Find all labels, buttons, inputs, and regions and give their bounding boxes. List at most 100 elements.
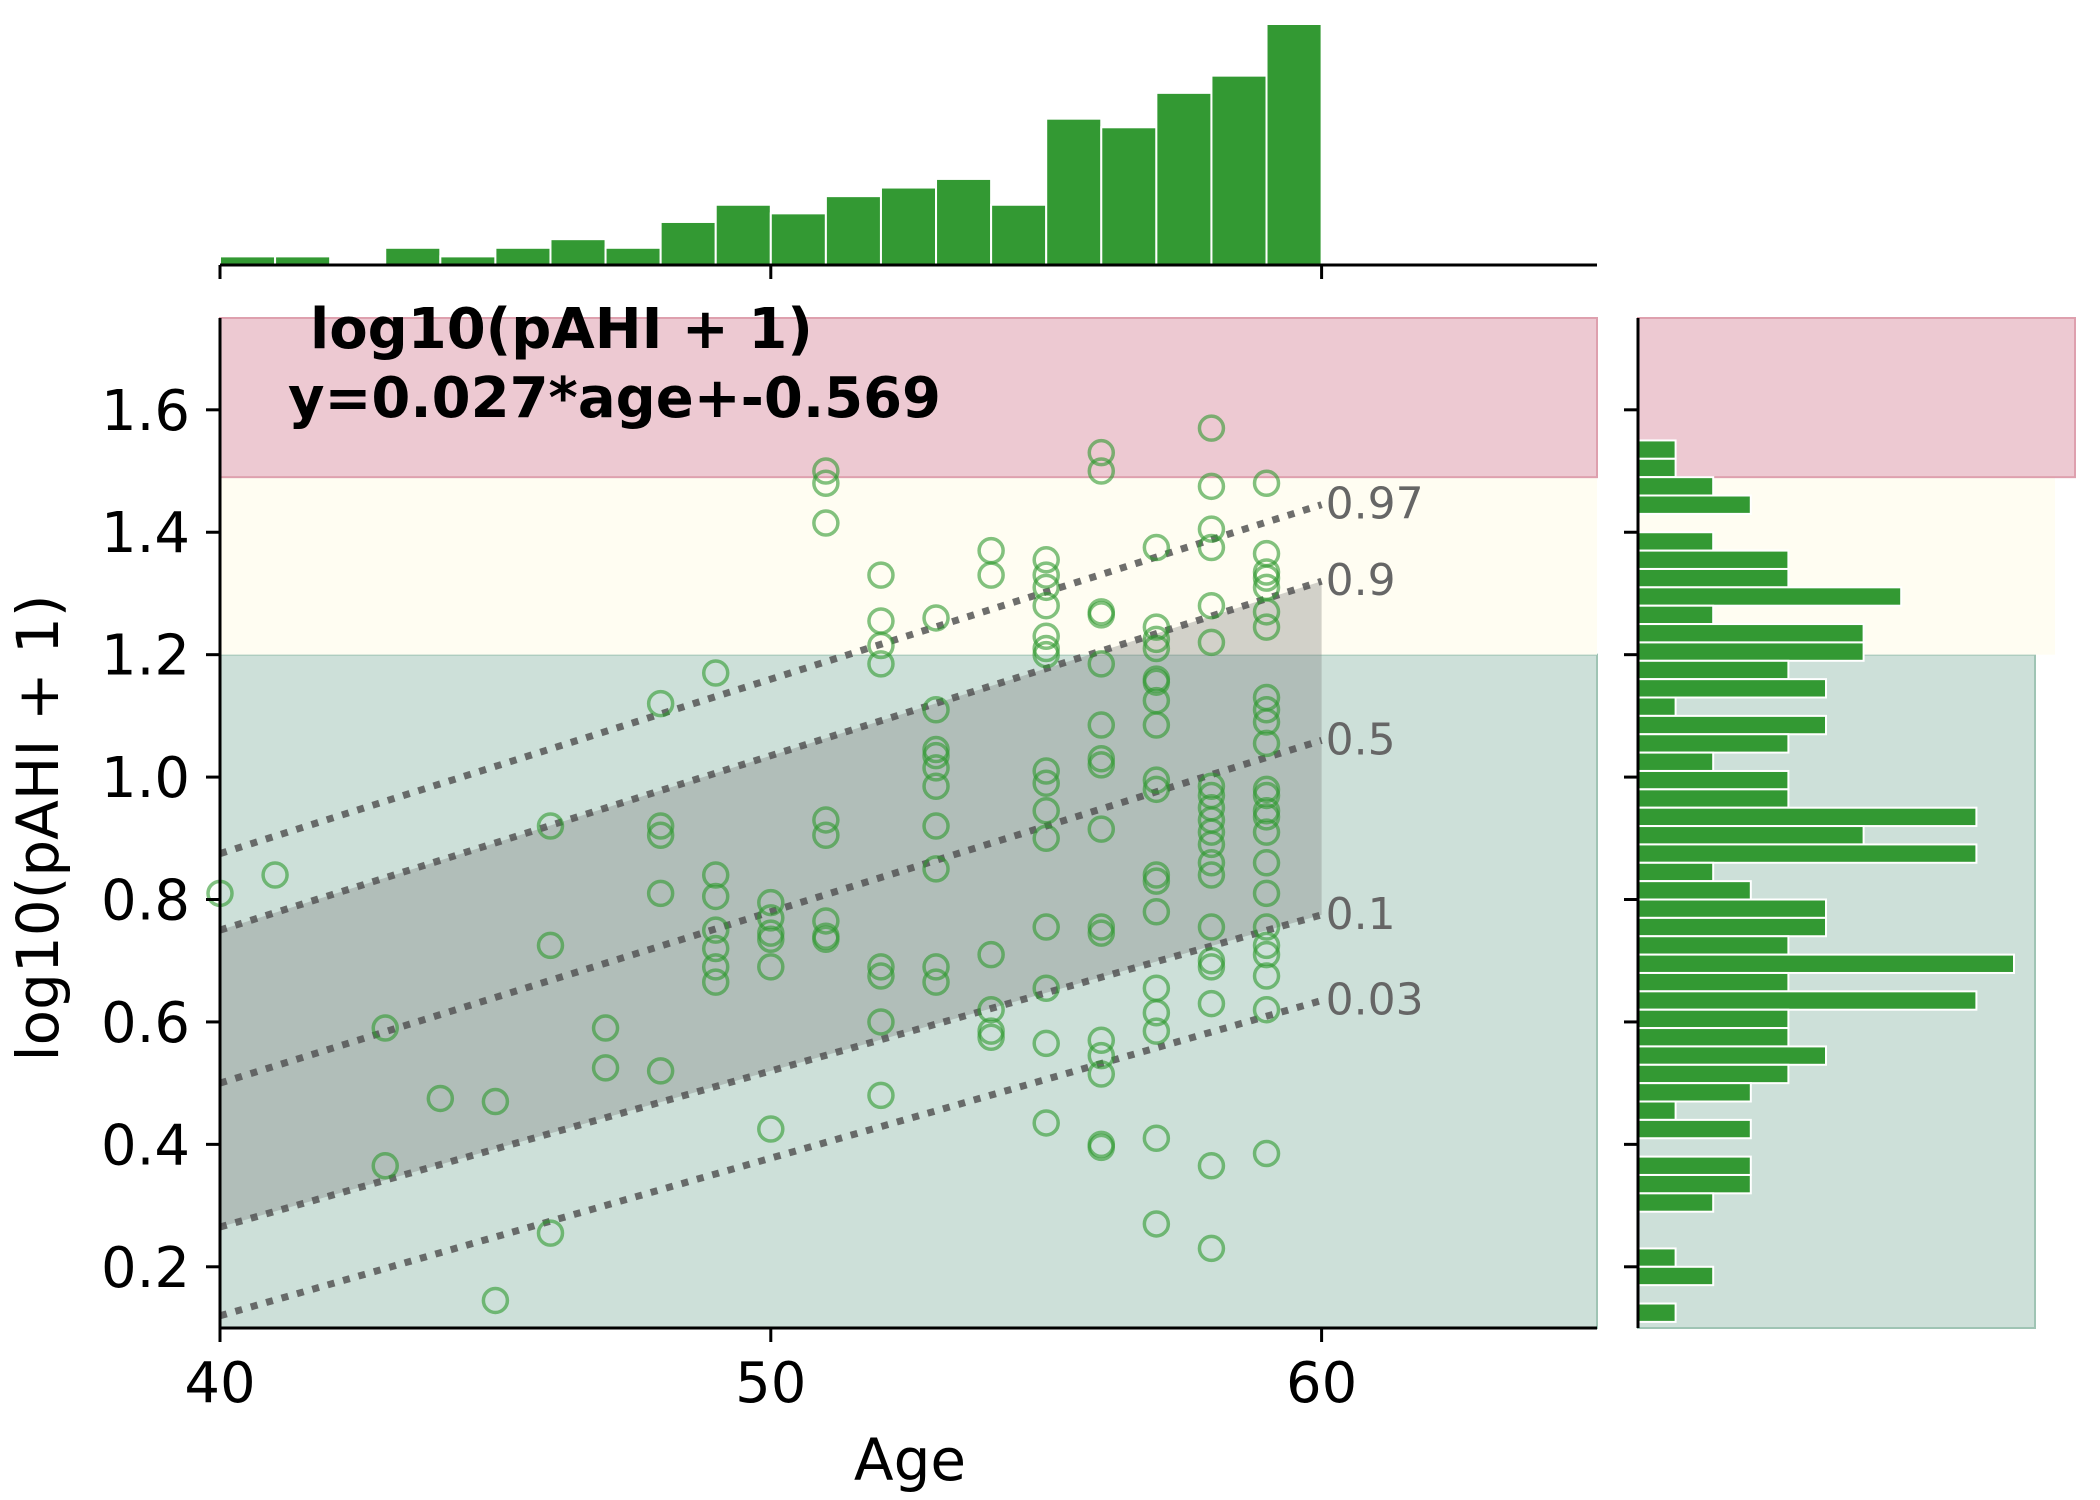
scatter-point <box>1087 711 1116 739</box>
quantile-label: 0.1 <box>1326 889 1396 940</box>
right-histogram-bar <box>1637 1173 1752 1195</box>
region-band <box>219 653 1598 1329</box>
scatter-point <box>1252 818 1281 846</box>
scatter-point <box>1087 1133 1116 1162</box>
top-histogram-bar <box>659 220 717 266</box>
scatter-point <box>481 1286 510 1315</box>
scatter-point <box>1032 546 1060 574</box>
scatter-point <box>1142 1124 1171 1152</box>
scatter-point <box>1197 772 1226 801</box>
scatter-point <box>1142 711 1171 739</box>
y-tick-label: 0.2 <box>101 1236 190 1301</box>
quantile-label: 0.5 <box>1326 714 1396 765</box>
scatter-point <box>812 925 840 954</box>
right-histogram-bar <box>1637 898 1827 919</box>
right-histogram-bar <box>1637 714 1827 736</box>
right-histogram-bar <box>1637 1265 1715 1287</box>
right-histogram-bar <box>1637 880 1752 901</box>
scatter-point <box>536 931 565 960</box>
scatter-point <box>1252 564 1281 592</box>
scatter-point <box>646 821 675 849</box>
top-histogram-bar <box>824 195 882 266</box>
quantile-label: 0.03 <box>1326 975 1424 1026</box>
right-histogram-bar <box>1637 1192 1715 1213</box>
scatter-point <box>1032 1109 1060 1137</box>
scatter-point <box>922 812 950 840</box>
right-histogram-bar <box>1637 843 1978 864</box>
scatter-point <box>1197 1152 1226 1180</box>
scatter-point <box>701 659 730 687</box>
right-histogram-bar <box>1637 457 1677 479</box>
y-tick-label: 0.6 <box>101 991 190 1056</box>
scatter-point <box>977 561 1005 589</box>
scatter-point <box>646 812 675 840</box>
scatter-point <box>1087 1060 1116 1088</box>
top-histogram-bar <box>990 203 1048 266</box>
scatter-point <box>867 953 895 981</box>
right-histogram-bar <box>1637 1045 1827 1066</box>
scatter-point <box>922 968 950 996</box>
top-histogram-bar <box>1100 126 1158 266</box>
top-histogram-bar <box>549 238 607 267</box>
scatter-point <box>1252 931 1281 960</box>
right-histogram-bar <box>1637 1063 1790 1085</box>
region-bands <box>219 317 1598 1329</box>
right-histogram-bar <box>1637 971 1790 993</box>
scatter-point <box>1197 913 1226 941</box>
top-marginal-histogram <box>219 23 1323 267</box>
quantile-line <box>218 737 1323 1087</box>
right-histogram-bar <box>1637 1082 1752 1103</box>
scatter-point <box>1197 818 1226 846</box>
scatter-point <box>1032 769 1060 797</box>
scatter-point <box>1252 613 1281 641</box>
y-tick-label: 1.2 <box>101 624 190 689</box>
scatter-point <box>1197 953 1226 981</box>
scatter-point <box>1252 849 1281 877</box>
top-histogram-bar <box>1045 117 1103 266</box>
scatter-point <box>1197 472 1226 501</box>
right-histogram-bar <box>1637 806 1978 828</box>
scatter-point <box>1142 1210 1171 1238</box>
region-band <box>220 477 1597 655</box>
scatter-point <box>922 741 950 770</box>
scatter-point <box>812 907 840 935</box>
axes: 40 50 60 0.2 0.4 0.6 0.8 1.0 1.2 1.4 1.6 <box>101 263 1640 1416</box>
scatter-point <box>867 1081 895 1110</box>
scatter-point <box>1252 696 1281 724</box>
scatter-point <box>1032 561 1060 589</box>
scatter-point <box>1252 781 1281 810</box>
right-histogram-bar <box>1637 861 1715 883</box>
scatter-point <box>1252 962 1281 990</box>
right-histogram-bar <box>1637 531 1715 552</box>
right-histogram-bar <box>1637 659 1790 681</box>
scatter-point <box>757 953 785 981</box>
scatter-point <box>1252 995 1281 1024</box>
scatter-point <box>757 904 785 932</box>
scatter-point <box>1252 940 1281 969</box>
scatter-point <box>1252 729 1281 758</box>
scatter-point <box>1197 628 1226 657</box>
scatter-point <box>1087 601 1116 629</box>
scatter-point <box>922 855 950 883</box>
scatter-point <box>261 861 289 889</box>
right-histogram-bar <box>1637 696 1677 717</box>
scatter-point <box>646 879 675 908</box>
top-histogram-bar <box>384 246 442 267</box>
scatter-point <box>1087 1041 1116 1070</box>
scatter-point <box>1032 1029 1060 1058</box>
scatter-point <box>481 1087 510 1116</box>
right-histogram-bar <box>1637 751 1715 772</box>
x-tick-label: 60 <box>1286 1351 1357 1416</box>
scatter-point <box>1142 775 1171 804</box>
scatter-point <box>536 1219 565 1247</box>
scatter-point <box>1142 613 1171 641</box>
scatter-point <box>757 888 785 917</box>
scatter-point <box>701 882 730 911</box>
scatter-point <box>1142 1017 1171 1045</box>
scatter-point <box>1032 824 1060 853</box>
top-histogram-bar <box>769 212 827 267</box>
top-histogram-bar <box>494 246 552 267</box>
scatter-point <box>701 953 730 981</box>
scatter-point <box>1032 757 1060 785</box>
scatter-point <box>701 861 730 889</box>
